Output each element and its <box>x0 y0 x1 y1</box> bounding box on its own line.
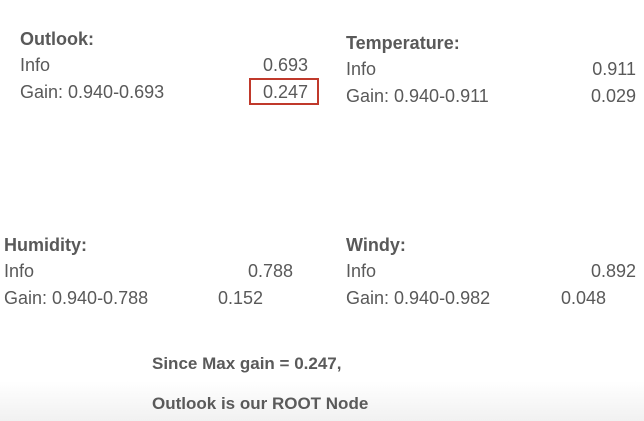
temperature-title: Temperature: <box>346 33 460 53</box>
humidity-title: Humidity: <box>4 235 87 255</box>
windy-info-value: 0.892 <box>590 261 636 281</box>
temperature-info-label: Info <box>346 59 377 79</box>
windy-gain-label: Gain: 0.940-0.982 <box>346 288 491 308</box>
conclusion-line-2: Outlook is our ROOT Node <box>152 394 369 413</box>
temperature-info-value: 0.911 <box>592 59 636 79</box>
outlook-info-label: Info <box>20 55 51 75</box>
windy-title: Windy: <box>346 235 406 255</box>
windy-info-label: Info <box>346 261 377 281</box>
conclusion-line-1: Since Max gain = 0.247, <box>152 354 342 373</box>
humidity-gain-value: 0.152 <box>217 288 263 308</box>
windy-gain-value: 0.048 <box>560 288 606 308</box>
temperature-gain-value: 0.029 <box>590 86 636 106</box>
outlook-gain-value: 0.247 <box>262 82 308 102</box>
max-gain-highlight-box <box>249 78 319 105</box>
outlook-title: Outlook: <box>20 29 94 49</box>
bottom-shading <box>0 381 644 421</box>
humidity-gain-label: Gain: 0.940-0.788 <box>4 288 149 308</box>
humidity-info-value: 0.788 <box>247 261 293 281</box>
outlook-info-value: 0.693 <box>262 55 308 75</box>
temperature-gain-label: Gain: 0.940-0.911 <box>346 86 489 106</box>
humidity-info-label: Info <box>4 261 35 281</box>
outlook-gain-label: Gain: 0.940-0.693 <box>20 82 165 102</box>
